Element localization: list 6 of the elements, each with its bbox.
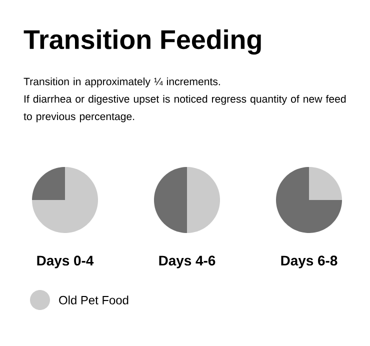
chart-title: Transition Feeding xyxy=(24,29,261,55)
text: Days 0-4 xyxy=(37,256,94,268)
text: Days 4-6 xyxy=(159,256,216,268)
legend-label: Old Pet Food xyxy=(59,296,128,304)
text: Transition in approximately ¼ increments. If diarrhea or digestive upset is noticed regress quantity of new feed to previous percentage. xyxy=(24,78,346,122)
text: Days 6-8 xyxy=(281,256,338,268)
